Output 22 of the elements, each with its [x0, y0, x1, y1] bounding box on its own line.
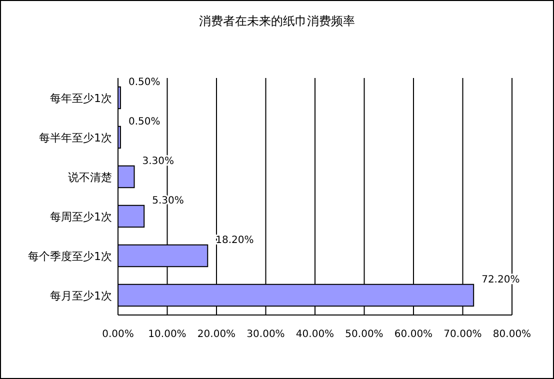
y-tick-label: 说不清楚	[68, 170, 112, 184]
y-tick-label: 每周至少1次	[50, 210, 112, 224]
chart-title: 消费者在未来的纸巾消费频率	[199, 14, 355, 28]
bar	[118, 86, 121, 110]
x-tick-label: 50.00%	[345, 329, 384, 340]
x-tick-label: 80.00%	[492, 329, 532, 340]
y-tick-label: 每半年至少1次	[39, 131, 112, 144]
y-tick-label: 每年至少1次	[50, 92, 112, 105]
x-tick-label: 10.00%	[148, 329, 186, 340]
bar	[118, 204, 145, 228]
x-tick-label: 40.00%	[296, 329, 334, 340]
y-tick-label: 每月至少1次	[50, 289, 112, 302]
x-tick-label: 70.00%	[444, 329, 482, 340]
x-tick-label: 30.00%	[246, 329, 285, 340]
bar	[118, 126, 121, 149]
x-tick-label: 0.00%	[102, 329, 134, 340]
data-label: 0.50%	[128, 76, 160, 88]
y-tick-label: 每个季度至少1次	[28, 250, 112, 263]
data-label: 0.50%	[128, 116, 160, 128]
x-tick-label: 20.00%	[197, 329, 236, 340]
bar	[118, 165, 135, 188]
x-tick-label: 60.00%	[394, 329, 433, 340]
